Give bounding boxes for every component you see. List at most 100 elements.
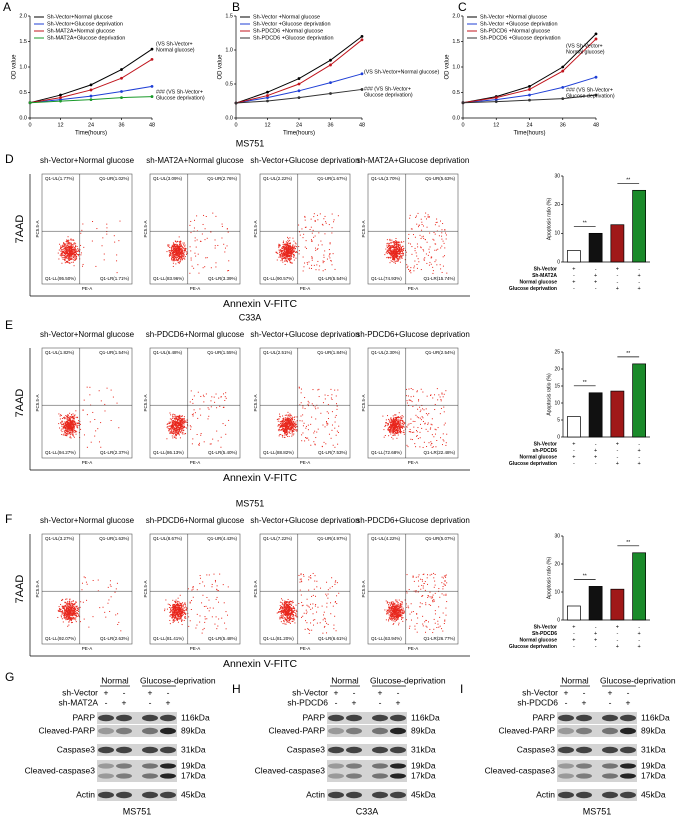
event-dot bbox=[282, 426, 284, 428]
event-dot bbox=[70, 424, 72, 426]
event-dot bbox=[176, 415, 178, 417]
event-dot bbox=[180, 251, 182, 253]
event-dot bbox=[285, 433, 287, 435]
event-dot bbox=[70, 256, 72, 258]
event-dot bbox=[305, 240, 307, 242]
event-dot bbox=[67, 254, 69, 256]
event-dot bbox=[403, 425, 405, 427]
event-dot bbox=[400, 426, 402, 428]
event-dot bbox=[172, 433, 174, 435]
event-dot bbox=[408, 233, 410, 235]
event-dot bbox=[178, 427, 180, 429]
event-dot bbox=[290, 418, 292, 420]
event-dot bbox=[398, 424, 400, 426]
event-dot bbox=[444, 422, 446, 424]
event-dot bbox=[289, 419, 291, 421]
event-dot bbox=[184, 256, 186, 258]
event-dot bbox=[177, 249, 179, 251]
event-dot bbox=[307, 400, 309, 402]
event-dot bbox=[400, 250, 402, 252]
event-dot bbox=[183, 429, 185, 431]
event-dot bbox=[176, 260, 178, 262]
condition-sign: + bbox=[572, 266, 575, 272]
event-dot bbox=[177, 425, 179, 427]
event-dot bbox=[284, 252, 286, 254]
event-dot bbox=[285, 259, 287, 261]
event-dot bbox=[419, 411, 421, 413]
event-dot bbox=[388, 250, 390, 252]
event-dot bbox=[73, 417, 75, 419]
event-dot bbox=[311, 264, 313, 266]
bar bbox=[632, 189, 646, 263]
event-dot bbox=[394, 256, 396, 258]
annotation: Normal glucose) bbox=[566, 49, 605, 55]
event-dot bbox=[189, 224, 191, 226]
event-dot bbox=[293, 254, 295, 256]
event-dot bbox=[398, 253, 400, 255]
event-dot bbox=[287, 253, 289, 255]
event-dot bbox=[397, 422, 399, 424]
event-dot bbox=[406, 267, 408, 269]
event-dot bbox=[390, 429, 392, 431]
event-dot bbox=[70, 246, 72, 248]
event-dot bbox=[70, 609, 72, 611]
event-dot bbox=[440, 400, 442, 402]
condition-sign: - bbox=[616, 631, 618, 637]
event-dot bbox=[68, 603, 70, 605]
event-dot bbox=[63, 615, 65, 617]
event-dot bbox=[68, 255, 70, 257]
x-axis-title: Annexin V-FITC bbox=[223, 658, 298, 670]
event-dot bbox=[406, 388, 408, 390]
event-dot bbox=[67, 414, 69, 416]
event-dot bbox=[424, 423, 426, 425]
event-dot bbox=[75, 617, 77, 619]
event-dot bbox=[284, 249, 286, 251]
event-dot bbox=[281, 421, 283, 423]
event-dot bbox=[67, 427, 69, 429]
event-dot bbox=[397, 241, 399, 243]
event-dot bbox=[291, 418, 293, 420]
event-dot bbox=[394, 420, 396, 422]
event-dot bbox=[69, 611, 71, 613]
event-dot bbox=[69, 262, 71, 264]
event-dot bbox=[424, 257, 426, 259]
data-point bbox=[561, 65, 565, 69]
event-dot bbox=[67, 616, 69, 618]
event-dot bbox=[292, 419, 294, 421]
event-dot bbox=[307, 424, 309, 426]
event-dot bbox=[183, 423, 185, 425]
event-dot bbox=[295, 251, 297, 253]
event-dot bbox=[74, 421, 76, 423]
event-dot bbox=[292, 249, 294, 251]
event-dot bbox=[335, 414, 337, 416]
event-dot bbox=[60, 247, 62, 249]
condition-sign: + bbox=[616, 441, 619, 447]
event-dot bbox=[179, 432, 181, 434]
event-dot bbox=[70, 416, 72, 418]
event-dot bbox=[393, 434, 395, 436]
event-dot bbox=[402, 254, 404, 256]
event-dot bbox=[289, 261, 291, 263]
event-dot bbox=[78, 610, 80, 612]
event-dot bbox=[66, 422, 68, 424]
event-dot bbox=[399, 251, 401, 253]
event-dot bbox=[291, 424, 293, 426]
event-dot bbox=[178, 431, 180, 433]
event-dot bbox=[184, 421, 186, 423]
event-dot bbox=[82, 409, 84, 411]
event-dot bbox=[169, 246, 171, 248]
event-dot bbox=[72, 419, 74, 421]
event-dot bbox=[69, 598, 71, 600]
event-dot bbox=[71, 250, 73, 252]
event-dot bbox=[405, 251, 407, 253]
event-dot bbox=[316, 264, 318, 266]
event-dot bbox=[422, 225, 424, 227]
event-dot bbox=[178, 262, 180, 264]
event-dot bbox=[287, 422, 289, 424]
event-dot bbox=[72, 258, 74, 260]
event-dot bbox=[177, 259, 179, 261]
x-tick-label: 24 bbox=[88, 122, 94, 128]
event-dot bbox=[327, 418, 329, 420]
event-dot bbox=[419, 417, 421, 419]
event-dot bbox=[283, 422, 285, 424]
